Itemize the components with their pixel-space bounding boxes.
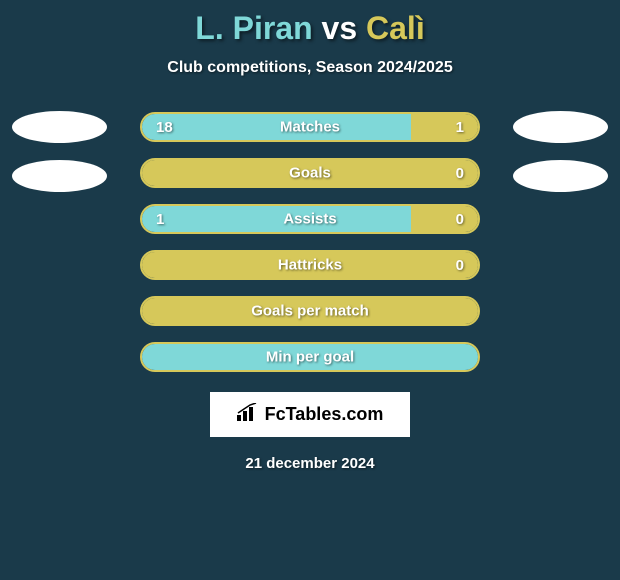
page-title: L. Piran vs Calì bbox=[195, 10, 424, 47]
stat-row: 18 1 Matches bbox=[0, 112, 620, 142]
stat-value-right: 0 bbox=[456, 257, 464, 274]
stat-value-left: 18 bbox=[156, 119, 173, 136]
player1-avatar bbox=[12, 160, 107, 192]
stat-bar-right: 0 bbox=[411, 206, 478, 232]
date-label: 21 december 2024 bbox=[245, 455, 374, 472]
player2-name: Calì bbox=[366, 10, 425, 46]
player1-name: L. Piran bbox=[195, 10, 312, 46]
stat-bar-left: 18 bbox=[142, 114, 411, 140]
stat-label: Goals bbox=[289, 165, 331, 182]
player2-avatar bbox=[513, 111, 608, 143]
stat-row: 0 Goals bbox=[0, 158, 620, 188]
stat-value-right: 1 bbox=[456, 119, 464, 136]
stat-bar: Min per goal bbox=[140, 342, 480, 372]
stat-row: 1 0 Assists bbox=[0, 204, 620, 234]
player1-avatar bbox=[12, 111, 107, 143]
logo-text: FcTables.com bbox=[265, 404, 384, 425]
stat-row: Goals per match bbox=[0, 296, 620, 326]
stat-bar: Goals per match bbox=[140, 296, 480, 326]
logo-box[interactable]: FcTables.com bbox=[210, 392, 410, 437]
stat-bar: 1 0 Assists bbox=[140, 204, 480, 234]
stat-bar: 18 1 Matches bbox=[140, 112, 480, 142]
stat-bar-left: 1 bbox=[142, 206, 411, 232]
stat-value-left: 1 bbox=[156, 211, 164, 228]
chart-icon bbox=[237, 403, 259, 426]
title-vs: vs bbox=[313, 10, 366, 46]
stat-value-right: 0 bbox=[456, 165, 464, 182]
stat-bar-right: 1 bbox=[411, 114, 478, 140]
stat-value-right: 0 bbox=[456, 211, 464, 228]
stat-row: 0 Hattricks bbox=[0, 250, 620, 280]
stat-label: Hattricks bbox=[278, 257, 342, 274]
stat-bar: 0 Hattricks bbox=[140, 250, 480, 280]
stat-label: Min per goal bbox=[266, 349, 354, 366]
subtitle: Club competitions, Season 2024/2025 bbox=[167, 59, 452, 77]
comparison-container: L. Piran vs Calì Club competitions, Seas… bbox=[0, 0, 620, 482]
stat-bar: 0 Goals bbox=[140, 158, 480, 188]
stat-label: Goals per match bbox=[251, 303, 369, 320]
stat-label: Assists bbox=[283, 211, 336, 228]
stat-label: Matches bbox=[280, 119, 340, 136]
comparison-area: 18 1 Matches 0 Goals 1 0 Assists 0 Hattricks Goals… bbox=[0, 112, 620, 372]
player2-avatar bbox=[513, 160, 608, 192]
stat-row: Min per goal bbox=[0, 342, 620, 372]
